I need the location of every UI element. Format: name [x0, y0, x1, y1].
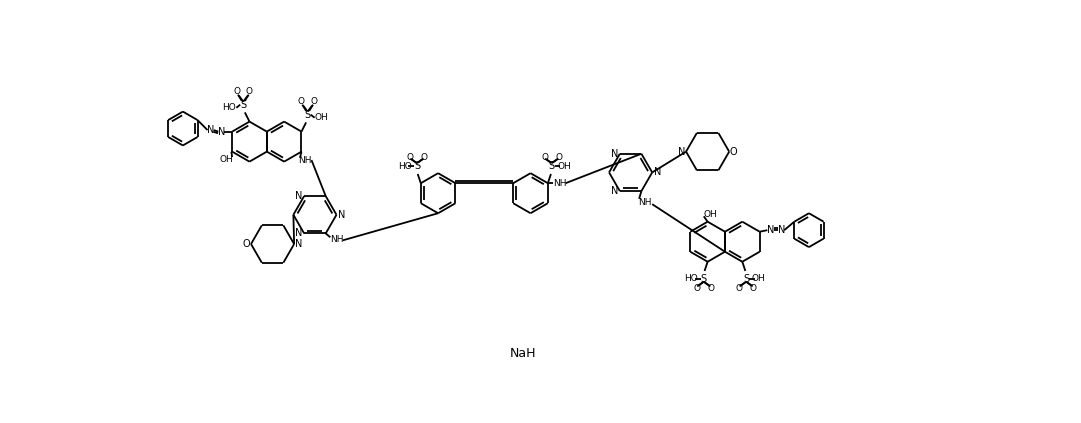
Text: NH: NH	[298, 157, 312, 165]
Text: NH: NH	[639, 198, 652, 207]
Text: HO: HO	[398, 162, 412, 171]
Text: O: O	[693, 284, 700, 293]
Text: S: S	[700, 274, 707, 284]
Text: S: S	[414, 161, 421, 171]
Text: N: N	[777, 225, 785, 235]
Text: OH: OH	[315, 113, 329, 122]
Text: S: S	[549, 161, 555, 171]
Text: N: N	[206, 125, 214, 135]
Text: NaH: NaH	[509, 347, 536, 360]
Text: N: N	[611, 186, 618, 196]
Text: O: O	[242, 239, 250, 249]
Text: N: N	[295, 228, 303, 239]
Text: HO: HO	[223, 103, 237, 112]
Text: N: N	[338, 210, 346, 220]
Text: N: N	[654, 168, 662, 177]
Text: N: N	[766, 225, 774, 235]
Text: O: O	[310, 97, 318, 106]
Text: O: O	[556, 153, 562, 162]
Text: S: S	[743, 274, 749, 284]
Text: OH: OH	[751, 274, 765, 283]
Text: O: O	[298, 97, 305, 106]
Text: N: N	[295, 239, 303, 249]
Text: S: S	[240, 100, 246, 110]
Text: N: N	[611, 149, 618, 159]
Text: NH: NH	[552, 179, 566, 188]
Text: O: O	[246, 87, 253, 96]
Text: NH: NH	[330, 235, 344, 244]
Text: O: O	[421, 153, 427, 162]
Text: HO: HO	[684, 274, 698, 283]
Text: O: O	[233, 87, 241, 96]
Text: O: O	[749, 284, 757, 293]
Text: S: S	[305, 110, 310, 120]
Text: OH: OH	[557, 162, 571, 171]
Text: OH: OH	[703, 209, 717, 219]
Text: N: N	[678, 147, 685, 157]
Text: O: O	[406, 153, 414, 162]
Text: O: O	[730, 147, 737, 157]
Text: O: O	[707, 284, 715, 293]
Text: N: N	[295, 191, 303, 201]
Text: OH: OH	[219, 155, 232, 164]
Text: O: O	[542, 153, 548, 162]
Text: O: O	[736, 284, 743, 293]
Text: N: N	[217, 126, 225, 137]
